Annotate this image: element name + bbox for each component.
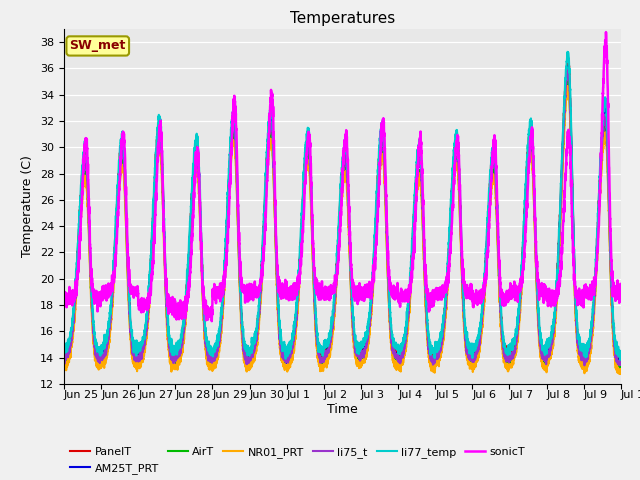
PanelT <box>616 366 624 372</box>
li75_t <box>564 67 572 72</box>
Text: SW_met: SW_met <box>70 39 126 52</box>
li77_temp <box>564 49 572 55</box>
AM25T_PRT <box>564 63 572 69</box>
sonicT <box>160 231 168 237</box>
li77_temp <box>322 339 330 345</box>
li77_temp <box>436 338 444 344</box>
PanelT <box>499 337 506 343</box>
Line: li75_t: li75_t <box>64 70 621 365</box>
AirT <box>499 344 506 350</box>
li77_temp <box>160 217 168 223</box>
NR01_PRT <box>499 348 506 354</box>
Y-axis label: Temperature (C): Temperature (C) <box>22 156 35 257</box>
Line: AirT: AirT <box>64 80 621 368</box>
AM25T_PRT <box>60 354 68 360</box>
AM25T_PRT <box>617 359 625 364</box>
li77_temp <box>616 357 624 363</box>
NR01_PRT <box>616 367 624 372</box>
AM25T_PRT <box>160 228 168 234</box>
li75_t <box>616 362 624 368</box>
PanelT <box>322 348 330 354</box>
Line: AM25T_PRT: AM25T_PRT <box>64 66 621 367</box>
NR01_PRT <box>436 350 444 356</box>
sonicT <box>60 298 68 304</box>
PanelT <box>436 346 444 352</box>
li75_t <box>580 362 588 368</box>
PanelT <box>617 358 625 364</box>
NR01_PRT <box>616 371 624 377</box>
li75_t <box>617 359 625 365</box>
sonicT <box>602 29 610 35</box>
PanelT <box>60 351 68 357</box>
AirT <box>436 349 444 355</box>
NR01_PRT <box>60 366 68 372</box>
AM25T_PRT <box>499 340 506 346</box>
NR01_PRT <box>467 362 475 368</box>
AirT <box>617 363 625 369</box>
Title: Temperatures: Temperatures <box>290 11 395 26</box>
AirT <box>322 353 330 359</box>
sonicT <box>467 281 475 287</box>
AM25T_PRT <box>322 353 330 359</box>
AirT <box>616 365 624 371</box>
sonicT <box>322 295 330 300</box>
X-axis label: Time: Time <box>327 403 358 416</box>
sonicT <box>499 296 507 301</box>
li75_t <box>436 346 444 351</box>
li77_temp <box>617 348 625 354</box>
AirT <box>467 356 475 362</box>
PanelT <box>616 358 624 363</box>
Line: li77_temp: li77_temp <box>64 52 621 360</box>
sonicT <box>617 291 625 297</box>
AM25T_PRT <box>614 364 622 370</box>
AM25T_PRT <box>616 360 624 366</box>
li75_t <box>467 357 475 363</box>
PanelT <box>467 353 475 359</box>
NR01_PRT <box>617 367 625 373</box>
NR01_PRT <box>564 83 572 89</box>
li77_temp <box>60 349 68 355</box>
PanelT <box>160 225 168 231</box>
PanelT <box>564 55 572 60</box>
li77_temp <box>499 331 506 336</box>
Line: NR01_PRT: NR01_PRT <box>64 86 621 374</box>
li75_t <box>160 230 168 236</box>
li75_t <box>499 338 506 344</box>
NR01_PRT <box>160 244 168 250</box>
Line: PanelT: PanelT <box>64 58 621 369</box>
sonicT <box>616 294 624 300</box>
li77_temp <box>467 342 475 348</box>
AirT <box>616 362 624 368</box>
sonicT <box>208 318 216 324</box>
Legend: PanelT, AM25T_PRT, AirT, NR01_PRT, li75_t, li77_temp, sonicT: PanelT, AM25T_PRT, AirT, NR01_PRT, li75_… <box>66 443 530 478</box>
NR01_PRT <box>322 361 330 367</box>
li75_t <box>322 351 330 357</box>
AirT <box>564 77 572 83</box>
AirT <box>60 358 68 363</box>
Line: sonicT: sonicT <box>64 32 621 321</box>
sonicT <box>436 285 444 291</box>
AirT <box>160 238 168 244</box>
AM25T_PRT <box>467 355 475 361</box>
li77_temp <box>616 349 624 355</box>
AM25T_PRT <box>436 347 444 352</box>
li75_t <box>60 357 68 363</box>
